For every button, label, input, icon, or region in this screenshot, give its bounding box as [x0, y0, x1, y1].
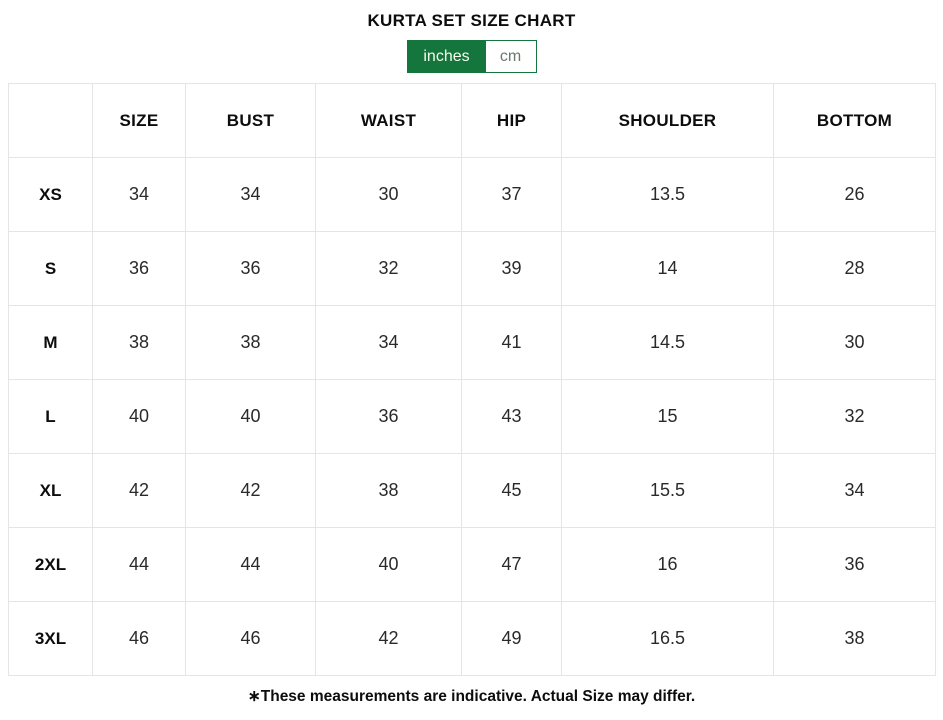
measurement-cell: 32 — [315, 231, 462, 306]
measurement-cell: 36 — [185, 231, 316, 306]
table-row: 2XL 44 44 40 47 16 36 — [8, 527, 936, 602]
size-row-label: XL — [8, 453, 93, 528]
measurement-cell: 36 — [315, 379, 462, 454]
measurement-cell: 40 — [315, 527, 462, 602]
disclaimer-note: ∗These measurements are indicative. Actu… — [247, 688, 696, 705]
size-row-label: M — [8, 305, 93, 380]
measurement-cell: 26 — [773, 157, 936, 232]
unit-toggle-inches-button[interactable]: inches — [407, 41, 486, 72]
measurement-cell: 34 — [315, 305, 462, 380]
size-chart-header: SIZE BUST WAIST HIP SHOULDER BOTTOM — [8, 83, 936, 158]
table-row: S 36 36 32 39 14 28 — [8, 231, 936, 306]
unit-toggle-wrap: inches cm — [0, 40, 943, 73]
measurement-cell: 42 — [92, 453, 186, 528]
column-header: BOTTOM — [773, 83, 936, 158]
measurement-cell: 39 — [461, 231, 562, 306]
measurement-cell: 46 — [185, 601, 316, 676]
measurement-cell: 38 — [773, 601, 936, 676]
size-row-label: S — [8, 231, 93, 306]
size-row-label: 3XL — [8, 601, 93, 676]
corner-cell — [8, 83, 93, 158]
size-chart-table: SIZE BUST WAIST HIP SHOULDER BOTTOM XS 34 34 30 3… — [8, 83, 936, 676]
size-chart-body: XS 34 34 30 37 13.5 26 S 36 36 32 39 14 28 M 38 38 34 41 14… — [8, 157, 936, 676]
header-row: SIZE BUST WAIST HIP SHOULDER BOTTOM — [8, 83, 936, 158]
size-row-label: L — [8, 379, 93, 454]
table-row: XL 42 42 38 45 15.5 34 — [8, 453, 936, 528]
page-title: KURTA SET SIZE CHART — [367, 11, 576, 30]
measurement-cell: 32 — [773, 379, 936, 454]
table-row: L 40 40 36 43 15 32 — [8, 379, 936, 454]
measurement-cell: 37 — [461, 157, 562, 232]
table-row: M 38 38 34 41 14.5 30 — [8, 305, 936, 380]
size-row-label: 2XL — [8, 527, 93, 602]
column-header: SHOULDER — [561, 83, 774, 158]
measurement-cell: 38 — [92, 305, 186, 380]
column-header: BUST — [185, 83, 316, 158]
measurement-cell: 36 — [92, 231, 186, 306]
measurement-cell: 34 — [92, 157, 186, 232]
measurement-cell: 40 — [92, 379, 186, 454]
column-header: WAIST — [315, 83, 462, 158]
measurement-cell: 15.5 — [561, 453, 774, 528]
measurement-cell: 44 — [92, 527, 186, 602]
measurement-cell: 42 — [185, 453, 316, 528]
measurement-cell: 41 — [461, 305, 562, 380]
measurement-cell: 49 — [461, 601, 562, 676]
measurement-cell: 42 — [315, 601, 462, 676]
measurement-cell: 16.5 — [561, 601, 774, 676]
measurement-cell: 15 — [561, 379, 774, 454]
measurement-cell: 14 — [561, 231, 774, 306]
measurement-cell: 43 — [461, 379, 562, 454]
measurement-cell: 16 — [561, 527, 774, 602]
unit-toggle: inches cm — [406, 40, 537, 73]
measurement-cell: 28 — [773, 231, 936, 306]
measurement-cell: 34 — [773, 453, 936, 528]
column-header: SIZE — [92, 83, 186, 158]
measurement-cell: 34 — [185, 157, 316, 232]
measurement-cell: 38 — [185, 305, 316, 380]
measurement-cell: 30 — [315, 157, 462, 232]
measurement-cell: 14.5 — [561, 305, 774, 380]
table-row: 3XL 46 46 42 49 16.5 38 — [8, 601, 936, 676]
measurement-cell: 36 — [773, 527, 936, 602]
column-header: HIP — [461, 83, 562, 158]
measurement-cell: 13.5 — [561, 157, 774, 232]
measurement-cell: 30 — [773, 305, 936, 380]
measurement-cell: 46 — [92, 601, 186, 676]
measurement-cell: 47 — [461, 527, 562, 602]
measurement-cell: 40 — [185, 379, 316, 454]
measurement-cell: 45 — [461, 453, 562, 528]
measurement-cell: 44 — [185, 527, 316, 602]
unit-toggle-cm-button[interactable]: cm — [485, 41, 536, 72]
table-row: XS 34 34 30 37 13.5 26 — [8, 157, 936, 232]
measurement-cell: 38 — [315, 453, 462, 528]
size-row-label: XS — [8, 157, 93, 232]
